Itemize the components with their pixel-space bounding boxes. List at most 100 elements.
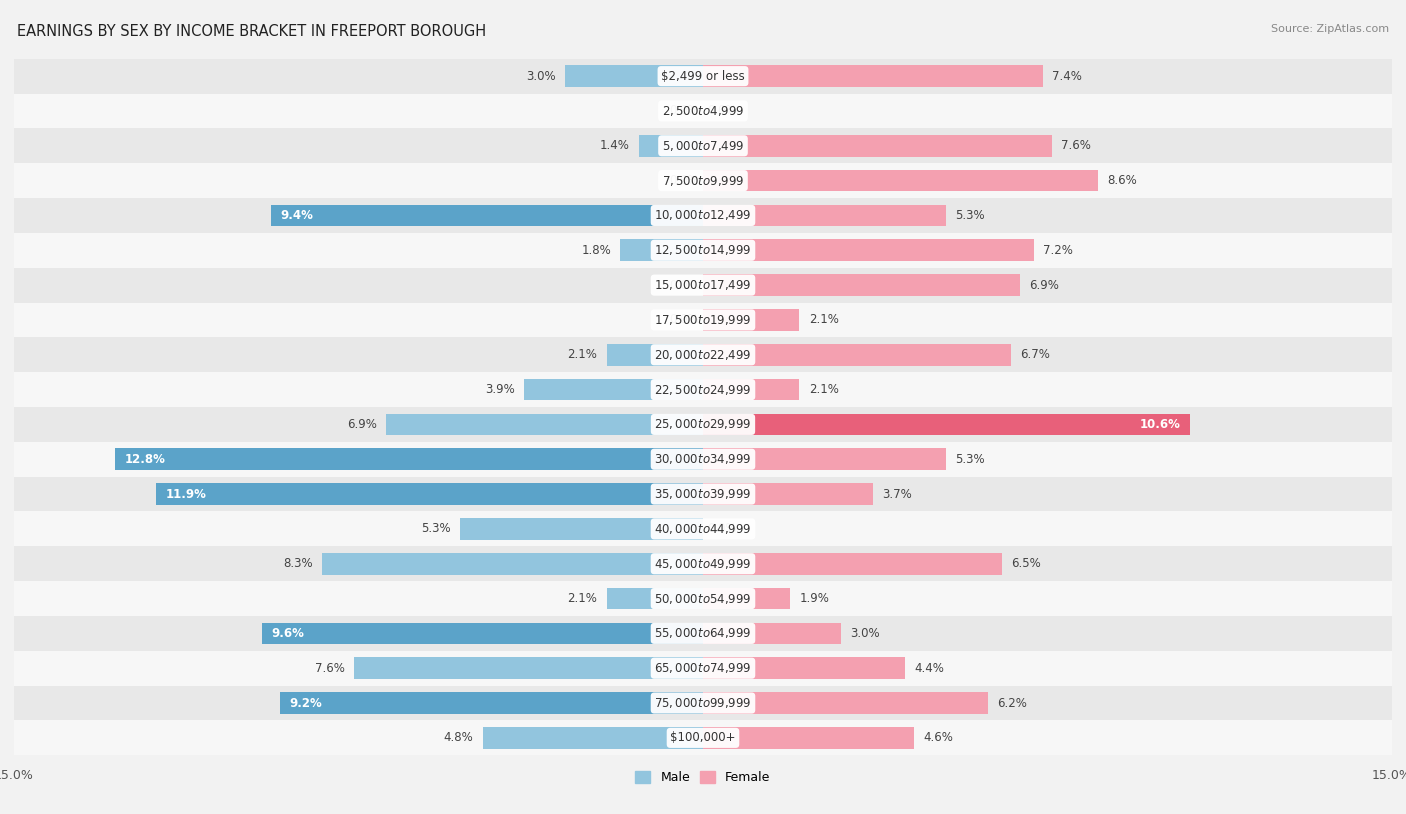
Text: 12.8%: 12.8% <box>124 453 165 466</box>
Bar <box>703 274 1019 296</box>
Bar <box>14 407 1392 442</box>
Bar <box>14 372 1392 407</box>
Text: 7.2%: 7.2% <box>1043 243 1073 256</box>
Bar <box>606 588 703 610</box>
Text: $2,500 to $4,999: $2,500 to $4,999 <box>662 104 744 118</box>
Bar <box>460 518 703 540</box>
Bar <box>703 588 790 610</box>
Text: 9.4%: 9.4% <box>280 209 314 222</box>
Text: 3.9%: 3.9% <box>485 383 515 396</box>
Bar <box>14 720 1392 755</box>
Text: 3.0%: 3.0% <box>526 70 555 83</box>
Bar <box>703 414 1189 435</box>
Bar <box>14 616 1392 651</box>
Bar <box>703 170 1098 191</box>
Bar <box>14 94 1392 129</box>
Bar <box>638 135 703 156</box>
Bar <box>620 239 703 261</box>
Text: 6.9%: 6.9% <box>347 418 377 431</box>
Text: 7.6%: 7.6% <box>315 662 344 675</box>
Bar <box>280 692 703 714</box>
Text: 0.0%: 0.0% <box>669 278 699 291</box>
Bar <box>271 204 703 226</box>
Text: 2.1%: 2.1% <box>568 592 598 605</box>
Bar <box>14 59 1392 94</box>
Text: 0.0%: 0.0% <box>669 313 699 326</box>
Bar <box>354 658 703 679</box>
Text: $35,000 to $39,999: $35,000 to $39,999 <box>654 487 752 501</box>
Bar <box>262 623 703 644</box>
Text: 6.2%: 6.2% <box>997 697 1026 710</box>
Bar <box>703 484 873 505</box>
Bar <box>14 546 1392 581</box>
Bar <box>14 233 1392 268</box>
Legend: Male, Female: Male, Female <box>630 766 776 790</box>
Text: $7,500 to $9,999: $7,500 to $9,999 <box>662 173 744 187</box>
Text: $15,000 to $17,499: $15,000 to $17,499 <box>654 278 752 292</box>
Text: 1.4%: 1.4% <box>599 139 630 152</box>
Bar <box>703 65 1043 87</box>
Text: $10,000 to $12,499: $10,000 to $12,499 <box>654 208 752 222</box>
Text: 1.9%: 1.9% <box>800 592 830 605</box>
Text: $55,000 to $64,999: $55,000 to $64,999 <box>654 627 752 641</box>
Text: $40,000 to $44,999: $40,000 to $44,999 <box>654 522 752 536</box>
Text: 3.7%: 3.7% <box>882 488 912 501</box>
Bar <box>14 198 1392 233</box>
Bar <box>703 553 1001 575</box>
Bar <box>482 727 703 749</box>
Text: 4.8%: 4.8% <box>444 731 474 744</box>
Text: 0.0%: 0.0% <box>707 104 737 117</box>
Bar <box>703 309 800 330</box>
Text: $50,000 to $54,999: $50,000 to $54,999 <box>654 592 752 606</box>
Text: 6.9%: 6.9% <box>1029 278 1059 291</box>
Bar <box>703 135 1052 156</box>
Text: $65,000 to $74,999: $65,000 to $74,999 <box>654 661 752 675</box>
Bar <box>14 129 1392 163</box>
Text: 5.3%: 5.3% <box>956 453 986 466</box>
Bar <box>387 414 703 435</box>
Text: $100,000+: $100,000+ <box>671 731 735 744</box>
Text: 11.9%: 11.9% <box>166 488 207 501</box>
Bar <box>156 484 703 505</box>
Bar <box>524 379 703 400</box>
Bar <box>115 449 703 470</box>
Bar <box>14 685 1392 720</box>
Text: $2,499 or less: $2,499 or less <box>661 70 745 83</box>
Bar <box>703 239 1033 261</box>
Bar <box>14 511 1392 546</box>
Text: $22,500 to $24,999: $22,500 to $24,999 <box>654 383 752 396</box>
Bar <box>703 204 946 226</box>
Bar <box>606 344 703 365</box>
Text: 7.4%: 7.4% <box>1052 70 1083 83</box>
Text: 2.1%: 2.1% <box>808 313 838 326</box>
Bar <box>14 303 1392 337</box>
Text: 4.6%: 4.6% <box>924 731 953 744</box>
Text: $20,000 to $22,499: $20,000 to $22,499 <box>654 348 752 361</box>
Bar <box>703 658 905 679</box>
Bar <box>14 651 1392 685</box>
Bar <box>14 477 1392 511</box>
Bar <box>565 65 703 87</box>
Bar <box>14 581 1392 616</box>
Text: 9.6%: 9.6% <box>271 627 304 640</box>
Text: 0.0%: 0.0% <box>669 174 699 187</box>
Text: 4.4%: 4.4% <box>914 662 945 675</box>
Bar <box>14 337 1392 372</box>
Text: 8.6%: 8.6% <box>1107 174 1137 187</box>
Text: 6.7%: 6.7% <box>1019 348 1050 361</box>
Text: 6.5%: 6.5% <box>1011 558 1040 571</box>
Text: EARNINGS BY SEX BY INCOME BRACKET IN FREEPORT BOROUGH: EARNINGS BY SEX BY INCOME BRACKET IN FRE… <box>17 24 486 39</box>
Bar <box>703 623 841 644</box>
Bar <box>14 268 1392 303</box>
Text: 1.8%: 1.8% <box>582 243 612 256</box>
Bar <box>703 344 1011 365</box>
Text: 5.3%: 5.3% <box>420 523 450 536</box>
Text: 3.0%: 3.0% <box>851 627 880 640</box>
Text: $17,500 to $19,999: $17,500 to $19,999 <box>654 313 752 327</box>
Bar <box>14 442 1392 477</box>
Bar <box>703 692 988 714</box>
Bar <box>14 163 1392 198</box>
Text: $30,000 to $34,999: $30,000 to $34,999 <box>654 453 752 466</box>
Text: $5,000 to $7,499: $5,000 to $7,499 <box>662 139 744 153</box>
Text: 2.1%: 2.1% <box>808 383 838 396</box>
